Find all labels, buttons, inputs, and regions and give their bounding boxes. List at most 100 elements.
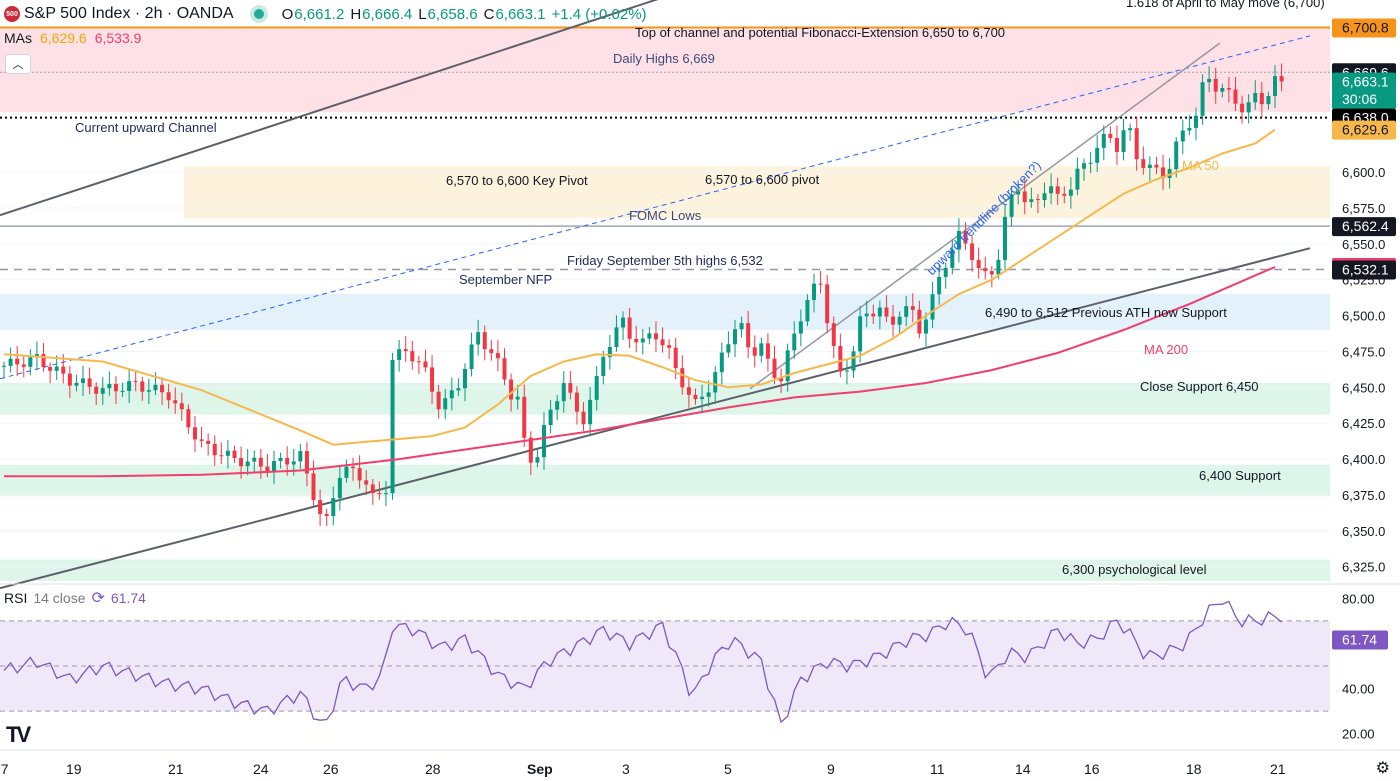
symbol-logo-icon: 500 [4, 6, 20, 22]
zone-1 [184, 166, 1330, 219]
ma200-label: MA 200 [1144, 342, 1188, 357]
candle-body [996, 259, 1001, 275]
candle-body [469, 344, 474, 369]
candle-body [989, 271, 994, 275]
price-label-box [1332, 18, 1396, 38]
candle-body [693, 394, 698, 400]
candle-body [120, 390, 125, 392]
candle-body [225, 450, 230, 456]
y-tick-label: 6,425.0 [1342, 416, 1385, 431]
candle-body [298, 451, 303, 462]
candle-body [61, 366, 66, 374]
candle-body [1273, 76, 1277, 97]
candle-body [127, 381, 132, 391]
candle-body [818, 283, 823, 285]
candle-body [812, 283, 817, 300]
candle-body [542, 425, 547, 458]
candle-body [331, 498, 336, 517]
candle-body [107, 384, 112, 389]
candle-body [146, 390, 151, 392]
candle-body [963, 231, 968, 244]
candle-body [1121, 130, 1126, 152]
candle-body [1279, 76, 1284, 82]
candle-body [1233, 89, 1238, 104]
x-tick-label: 5 [724, 761, 732, 777]
candle-body [397, 349, 402, 360]
rsi-value-text: 61.74 [1342, 632, 1377, 648]
candle-body [403, 349, 408, 352]
price-label-text: 6,663.1 [1342, 74, 1389, 90]
candle-body [1147, 164, 1152, 168]
candle-body [100, 388, 105, 394]
y-tick-label: 6,475.0 [1342, 344, 1385, 359]
rsi-tick-label: 40.00 [1342, 682, 1375, 697]
candle-body [871, 313, 876, 317]
candle-body [443, 398, 448, 410]
ma-line-0 [3, 128, 1276, 446]
y-tick-label: 6,325.0 [1342, 560, 1385, 575]
rsi-value: 61.74 [110, 590, 146, 606]
candle-body [390, 359, 395, 494]
mas-legend[interactable]: MAs 6,629.6 6,533.9 [4, 30, 141, 46]
mas-label: MAs [4, 30, 32, 46]
candle-body [732, 329, 737, 345]
rsi-params: 14 close [33, 590, 86, 606]
x-tick-label: 14 [1015, 761, 1031, 777]
candle-body [667, 345, 672, 348]
candle-body [1266, 96, 1271, 105]
candle-body [179, 403, 184, 410]
channel-top-line [0, 0, 659, 217]
candle-body [897, 316, 902, 325]
candle-body [1049, 186, 1054, 194]
collapse-legend-button[interactable]: ︿ [5, 54, 31, 74]
rsi-value-box [1332, 630, 1388, 650]
zone-4 [0, 464, 1330, 497]
candle-body [706, 392, 711, 397]
rsi-legend[interactable]: RSI 14 close ⟳ 61.74 [4, 588, 146, 608]
x-tick-label: 11 [930, 761, 945, 777]
candle-body [278, 457, 283, 462]
tradingview-logo-icon[interactable]: TV [6, 722, 31, 747]
candle-body [1253, 92, 1258, 103]
candle-body [1068, 189, 1073, 196]
candle-body [983, 268, 988, 272]
high-key: H [350, 5, 362, 23]
price-label-text: 30:06 [1342, 91, 1377, 107]
x-tick-label: 17 [0, 761, 9, 777]
candle-body [844, 370, 849, 372]
candle-body [1042, 193, 1047, 201]
candle-body [726, 344, 731, 353]
candle-body [1161, 167, 1166, 178]
y-tick-label: 6,350.0 [1342, 524, 1385, 539]
top-zone-label: Top of channel and potential Fibonacci-E… [635, 25, 1005, 40]
chevron-up-icon: ︿ [12, 59, 24, 71]
candle-body [489, 349, 494, 354]
candle-body [509, 379, 514, 400]
candle-body [1180, 130, 1185, 142]
chart-header: 500 S&P 500 Index · 2h · OANDA O 6,661.2 … [0, 0, 653, 28]
candle-body [884, 307, 889, 317]
candle-body [357, 468, 362, 481]
candle-body [1095, 147, 1100, 163]
candle-body [1055, 186, 1060, 194]
candle-body [15, 358, 20, 365]
symbol-title[interactable]: S&P 500 Index · 2h · OANDA [24, 5, 234, 22]
candle-body [851, 351, 856, 371]
candle-body [917, 309, 922, 334]
x-tick-label: 19 [66, 761, 82, 777]
candle-body [1114, 138, 1119, 152]
x-tick-label: 28 [425, 761, 441, 777]
candle-body [206, 440, 211, 444]
rsi-sync-icon[interactable]: ⟳ [91, 590, 105, 607]
x-tick-label: 21 [1270, 761, 1286, 777]
x-tick-label: 26 [323, 761, 339, 777]
gear-icon[interactable]: ⚙ [1375, 760, 1390, 777]
candle-body [522, 396, 527, 438]
candle-body [528, 437, 533, 463]
y-tick-label: 6,575.0 [1342, 201, 1385, 216]
candle-body [370, 484, 375, 494]
candle-body [1022, 191, 1027, 203]
candle-body [634, 338, 639, 343]
candle-body [910, 306, 915, 310]
